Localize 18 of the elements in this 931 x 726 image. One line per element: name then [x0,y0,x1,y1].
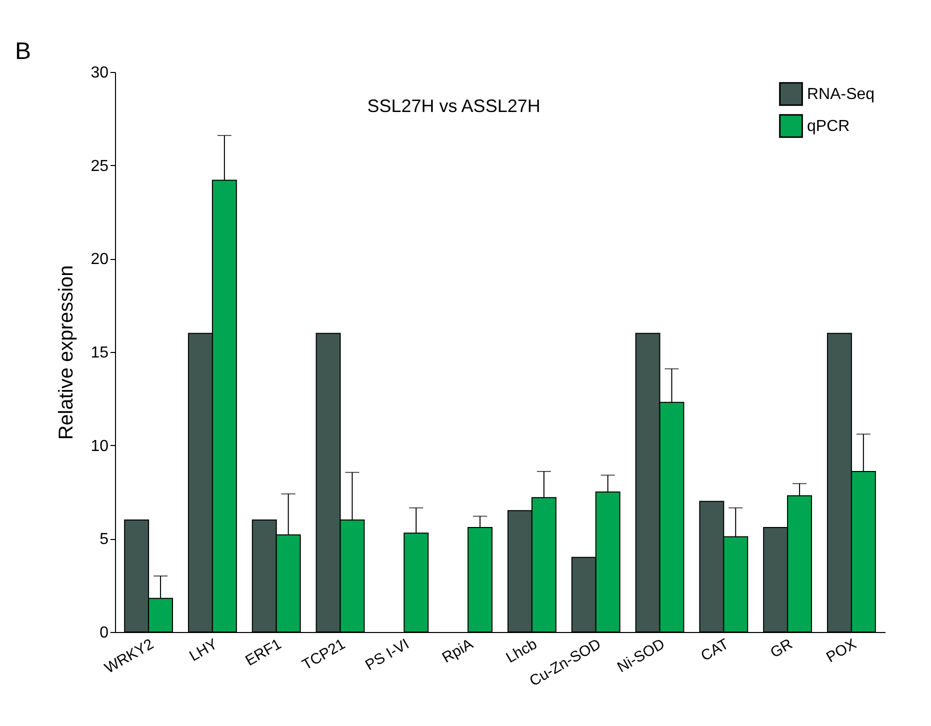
y-tick-label: 0 [100,624,109,642]
x-tick-label: LHY [186,636,220,665]
y-axis-title: Relative expression [56,265,78,440]
y-tick-label: 30 [90,64,109,82]
x-tick-label: CAT [698,636,732,665]
x-tick-label: PS I-VI [362,636,412,674]
y-tick-label: 25 [90,158,109,175]
y-tick-label: 20 [90,251,109,268]
x-tick-label: GR [768,636,796,662]
y-tick-label: 10 [90,438,109,455]
text: B [15,38,32,65]
y-tick-label: 5 [100,531,109,548]
y-tick-label: 15 [90,344,109,362]
x-tick-label: POX [824,636,860,666]
legend-label: RNA-Seq [807,86,875,103]
text: SSL27H vs ASSL27H [367,96,540,116]
legend-label: qPCR [807,118,850,135]
x-tick-label: RpiA [439,636,476,667]
